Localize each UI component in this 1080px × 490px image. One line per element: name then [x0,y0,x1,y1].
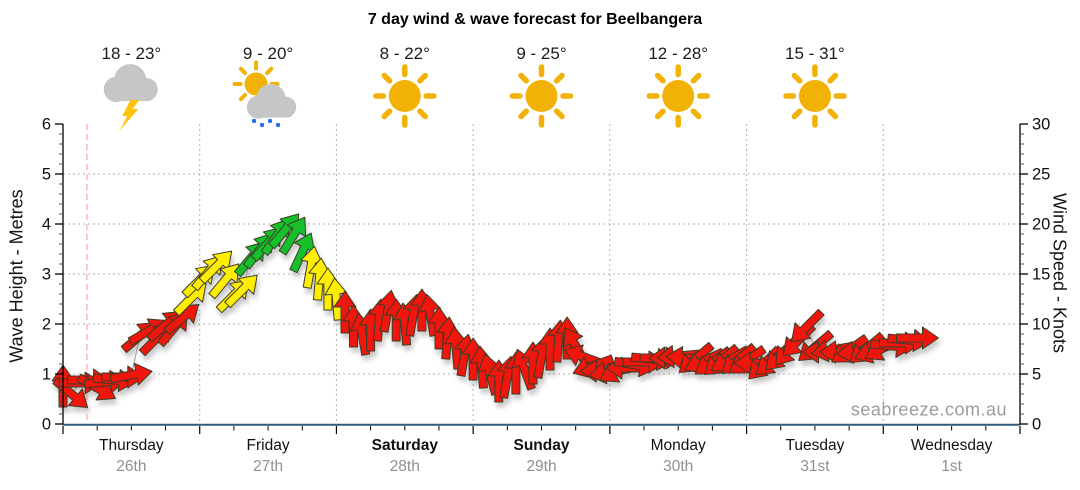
day-name-label: Saturday [372,437,439,454]
day-date-label: 29th [526,458,556,475]
wave-axis-tick-label: 5 [42,166,51,184]
wind-arrow [109,362,153,386]
temp-range-label: 12 - 28° [648,44,708,63]
wind-axis-tick-label: 15 [1032,266,1050,284]
temp-range-label: 8 - 22° [380,44,430,63]
wave-axis-tick-label: 2 [42,316,51,334]
wave-axis-tick-label: 4 [42,216,51,234]
day-date-label: 31st [800,458,830,475]
wind-axis-tick-label: 30 [1032,116,1050,134]
wind-arrow [300,245,324,289]
wind-axis-tick-label: 10 [1032,316,1050,334]
temp-range-label: 9 - 25° [516,44,566,63]
wind-arrow [278,216,307,256]
wind-axis-tick-label: 20 [1032,216,1050,234]
temp-range-label: 15 - 31° [785,44,845,63]
wave-axis-label: Wave Height - Metres [6,189,27,363]
page-title: 7 day wind & wave forecast for Beelbange… [367,11,703,28]
temp-range-label: 18 - 23° [101,44,161,63]
watermark: seabreeze.com.au [850,399,1007,420]
day-date-label: 26th [116,458,146,475]
wave-axis-tick-label: 1 [42,366,51,384]
weather-sun-icon [783,64,847,128]
wind-axis-tick-label: 5 [1032,366,1041,384]
wave-axis-tick-label: 0 [42,416,51,434]
weather-sun-icon [373,64,437,128]
wind-arrow [289,232,315,274]
x-axis-labels: Thursday 26th Friday 27th Saturday 28th Sunday… [99,437,993,475]
day-name-label: Sunday [514,437,570,454]
axes: 0 1 2 3 4 5 6 0 5 10 15 20 25 30 [42,116,1050,434]
wind-axis-label: Wind Speed - Knots [1049,192,1070,354]
day-name-label: Monday [651,437,706,454]
wind-axis-tick-label: 0 [1032,416,1041,434]
wind-arrow [791,308,825,343]
wind-arrow [896,326,939,350]
day-name-label: Tuesday [785,437,844,454]
day-date-label: 30th [663,458,693,475]
wind-arrow [224,274,258,309]
wind-arrow [198,250,233,285]
day-date-label: 28th [390,458,420,475]
day-name-label: Friday [247,437,290,454]
weather-storm-icon [103,64,158,131]
weather-sun-icon [646,64,710,128]
wave-axis-tick-label: 3 [42,266,51,284]
temp-range-label: 9 - 20° [243,44,293,63]
day-name-label: Thursday [99,437,164,454]
wave-axis-tick-label: 6 [42,116,51,134]
day-date-label: 27th [253,458,283,475]
wind-axis-tick-label: 25 [1032,166,1050,184]
weather-sun-icon [509,64,574,128]
forecast-header: 18 - 23° 9 - 20° 8 - 22° 9 - 25° 12 - 28° 15 … [101,44,847,131]
day-date-label: 1st [941,458,962,475]
wind-arrows [51,213,939,408]
day-name-label: Wednesday [911,437,993,454]
weather-sun-cloud-showers-icon [232,60,297,127]
